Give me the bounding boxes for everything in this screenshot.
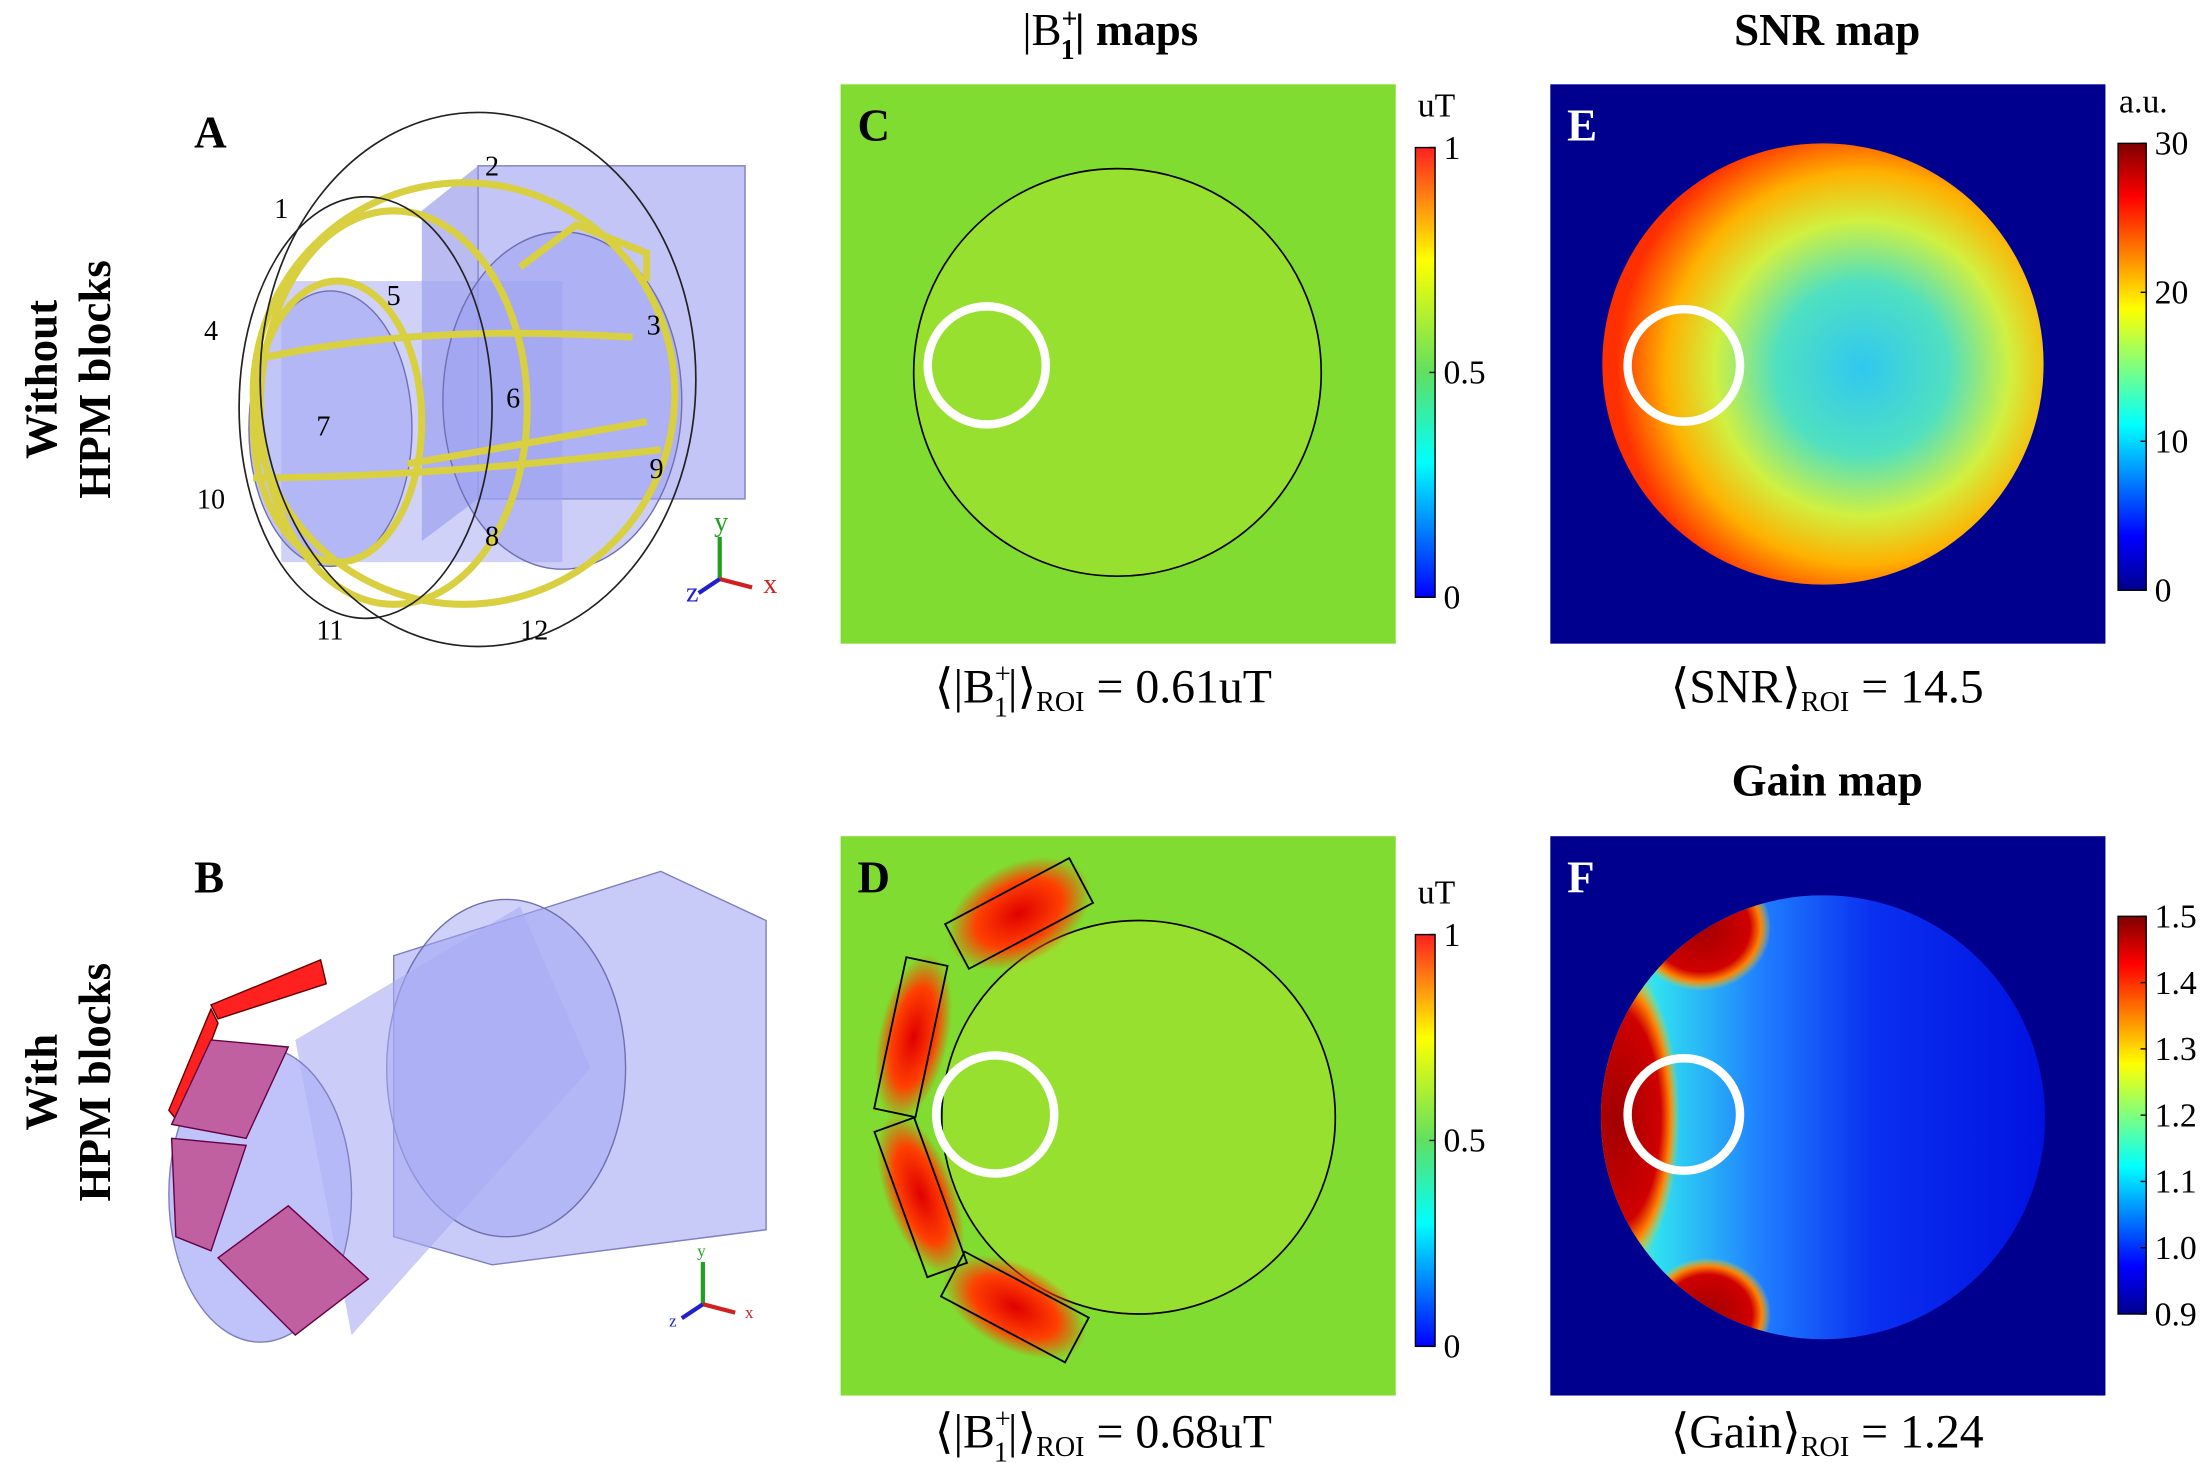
coil-number: 11 bbox=[316, 615, 343, 646]
axis-label: z bbox=[686, 578, 698, 609]
coil-number: 1 bbox=[274, 194, 288, 225]
annotation: ⟨SNR⟩ROI = 14.5 bbox=[1671, 661, 1984, 718]
row-label: HPM blocks bbox=[70, 963, 120, 1202]
row-label: Without bbox=[16, 300, 66, 459]
annotation: ⟨|B+ 1|⟩ROI = 0.61uT bbox=[935, 659, 1272, 724]
annotation: ⟨Gain⟩ROI = 1.24 bbox=[1671, 1406, 1984, 1463]
colorbar-unit: a.u. bbox=[2119, 83, 2168, 120]
colorbar-tick-label: 1.5 bbox=[2155, 899, 2197, 936]
colorbar-unit: uT bbox=[1418, 88, 1456, 125]
coil-number: 5 bbox=[387, 281, 401, 312]
colorbar-tick-label: 0 bbox=[2155, 573, 2172, 610]
colorbar-tick-label: 30 bbox=[2155, 126, 2189, 163]
axis-label: x bbox=[763, 569, 777, 600]
colorbar-tick-label: 10 bbox=[2155, 424, 2189, 461]
colorbar-tick-label: 0.9 bbox=[2155, 1296, 2197, 1333]
coil-number: 9 bbox=[649, 454, 663, 485]
column-title: SNR map bbox=[1734, 5, 1920, 55]
coil-number: 6 bbox=[506, 384, 520, 415]
b1-map bbox=[840, 84, 1396, 644]
axis-label: y bbox=[714, 507, 728, 538]
axis-label: y bbox=[697, 1241, 706, 1260]
coil-number: 7 bbox=[316, 412, 330, 443]
colorbar-tick-label: 20 bbox=[2155, 275, 2189, 312]
colorbar-tick-label: 1.1 bbox=[2155, 1164, 2197, 1201]
colorbar-tick-label: 1 bbox=[1444, 917, 1461, 954]
colorbar-tick-label: 0 bbox=[1444, 1329, 1461, 1366]
coil-number: 10 bbox=[197, 485, 225, 516]
colorbar-tick-label: 0.5 bbox=[1444, 355, 1486, 392]
panel-label: F bbox=[1567, 852, 1594, 902]
hpm-illustration: x y z bbox=[168, 870, 767, 1343]
column-title: |B+ 1| maps bbox=[1023, 4, 1199, 66]
colorbar-tick-label: 1.2 bbox=[2155, 1097, 2197, 1134]
panel-label: A bbox=[194, 108, 227, 158]
coil-number: 2 bbox=[485, 152, 499, 183]
coil-number: 3 bbox=[647, 310, 661, 341]
colorbar-tick-label: 0.5 bbox=[1444, 1123, 1486, 1160]
annotation: ⟨|B+ 1|⟩ROI = 0.68uT bbox=[935, 1404, 1272, 1463]
row-label: With bbox=[16, 1034, 66, 1131]
column-title: Gain map bbox=[1732, 755, 1923, 805]
axis-label: z bbox=[669, 1312, 677, 1331]
snr-map bbox=[1550, 84, 2106, 644]
gain-map bbox=[1550, 836, 2106, 1396]
panel-label: B bbox=[194, 852, 224, 902]
colorbar-tick-label: 1.3 bbox=[2155, 1031, 2197, 1068]
panel-label: D bbox=[857, 852, 889, 902]
coil-number: 4 bbox=[204, 316, 218, 347]
panel-label: C bbox=[857, 101, 889, 151]
axis-label: x bbox=[745, 1303, 754, 1322]
colorbar-tick-label: 0 bbox=[1444, 580, 1461, 617]
colorbar-tick-label: 1 bbox=[1444, 130, 1461, 167]
b1-map bbox=[840, 836, 1396, 1396]
colorbar-tick-label: 1.0 bbox=[2155, 1230, 2197, 1267]
colorbar-tick-label: 1.4 bbox=[2155, 965, 2197, 1002]
row-label: HPM blocks bbox=[70, 260, 120, 499]
coil-number: 12 bbox=[520, 615, 548, 646]
panel-label: E bbox=[1567, 101, 1597, 151]
coil-number: 8 bbox=[485, 521, 499, 552]
coil-illustration: x y z bbox=[238, 111, 777, 648]
colorbar-unit: uT bbox=[1418, 875, 1456, 912]
colorbar bbox=[2117, 142, 2147, 591]
